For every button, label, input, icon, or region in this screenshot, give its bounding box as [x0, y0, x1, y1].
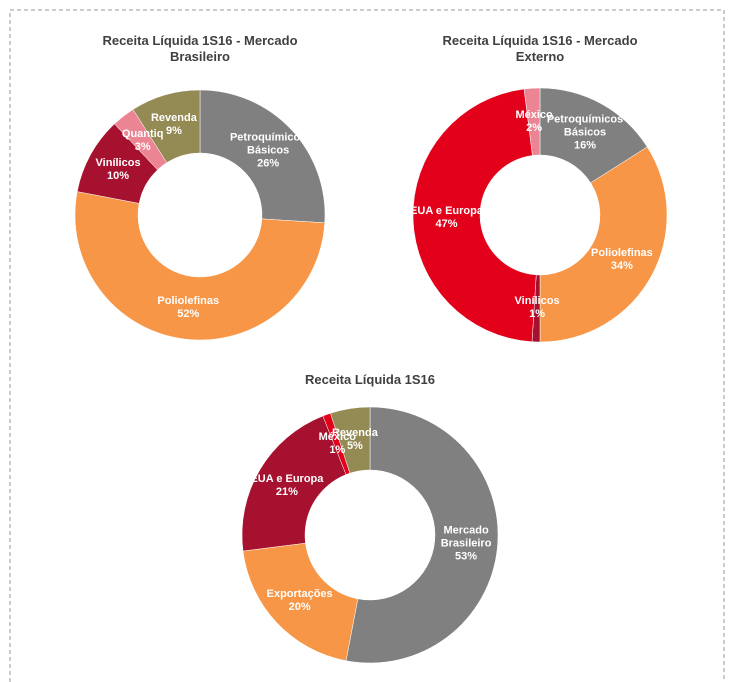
donut-slice [523, 87, 541, 156]
slice-category: EUA e Europa [250, 472, 324, 485]
slice-value: 53% [455, 550, 478, 563]
slice-value: 3% [134, 141, 151, 154]
slice-category: Poliolefinas [157, 294, 220, 307]
slice-label: Exportações 20% [258, 588, 342, 614]
chart-title: Receita Líquida 1S16 - Mercado Brasileir… [102, 33, 298, 64]
donut-slice [539, 146, 668, 343]
slice-value: 20% [288, 601, 311, 614]
slice-category: México [515, 108, 553, 121]
frame [9, 9, 725, 682]
slice-label: EUA e Europa 47% [405, 205, 489, 231]
donut-slice [412, 88, 537, 343]
slice-label: EUA e Europa 21% [245, 473, 329, 499]
slice-value: 26% [257, 157, 280, 170]
slice-label: Revenda 5% [313, 427, 397, 453]
chart-title: Receita Líquida 1S16 - Mercado Externo [442, 33, 638, 64]
slice-value: 47% [435, 217, 458, 230]
slice-category: Poliolefinas [591, 247, 653, 260]
slice-label: Mercado Brasileiro 53% [424, 525, 508, 564]
slice-value: 5% [346, 439, 363, 452]
slice-category: Revenda [331, 426, 378, 439]
slice-label: Poliolefinas 34% [580, 247, 664, 273]
slice-category: Vinílicos [95, 156, 141, 169]
slice-value: 1% [329, 444, 346, 457]
donut-slice [345, 406, 499, 664]
slice-category: EUA e Europa [410, 204, 483, 217]
slice-label: Petroquímicos Básicos 16% [543, 114, 627, 153]
slice-category: Quantiq [121, 128, 164, 141]
slice-value: 10% [107, 169, 130, 182]
slice-category: Mercado Brasileiro [440, 524, 492, 550]
donut-slice [330, 406, 371, 474]
slice-value: 1% [529, 308, 546, 321]
slice-value: 21% [275, 485, 298, 498]
donut-slice [132, 89, 201, 163]
slice-category: Exportações [266, 588, 333, 601]
slice-label: Vinílicos 1% [495, 295, 579, 321]
donut-slice [199, 89, 326, 224]
slice-label: Petroquímicos Básicos 26% [226, 131, 310, 170]
slice-category: Petroquímicos Básicos [229, 131, 307, 157]
slice-value: 34% [610, 260, 633, 273]
slice-category: Revenda [150, 112, 197, 125]
slice-label: Quantiq 3% [101, 128, 185, 154]
slice-category: México [318, 431, 356, 444]
donut-slice [242, 542, 359, 662]
slice-label: Poliolefinas 52% [146, 295, 230, 321]
slice-value: 2% [526, 121, 543, 134]
slice-value: 16% [574, 139, 597, 152]
slice-label: México 1% [295, 431, 379, 457]
slice-value: 9% [165, 125, 182, 138]
slice-label: Revenda 9% [132, 112, 216, 138]
slice-value: 52% [177, 307, 200, 320]
donut-slice [241, 415, 347, 552]
slice-category: Vinílicos [514, 295, 560, 308]
slice-label: Vinílicos 10% [76, 157, 160, 183]
slice-category: Petroquímicos Básicos [546, 113, 624, 139]
chart-title: Receita Líquida 1S16 [304, 372, 436, 387]
slice-label: México 2% [492, 109, 576, 135]
